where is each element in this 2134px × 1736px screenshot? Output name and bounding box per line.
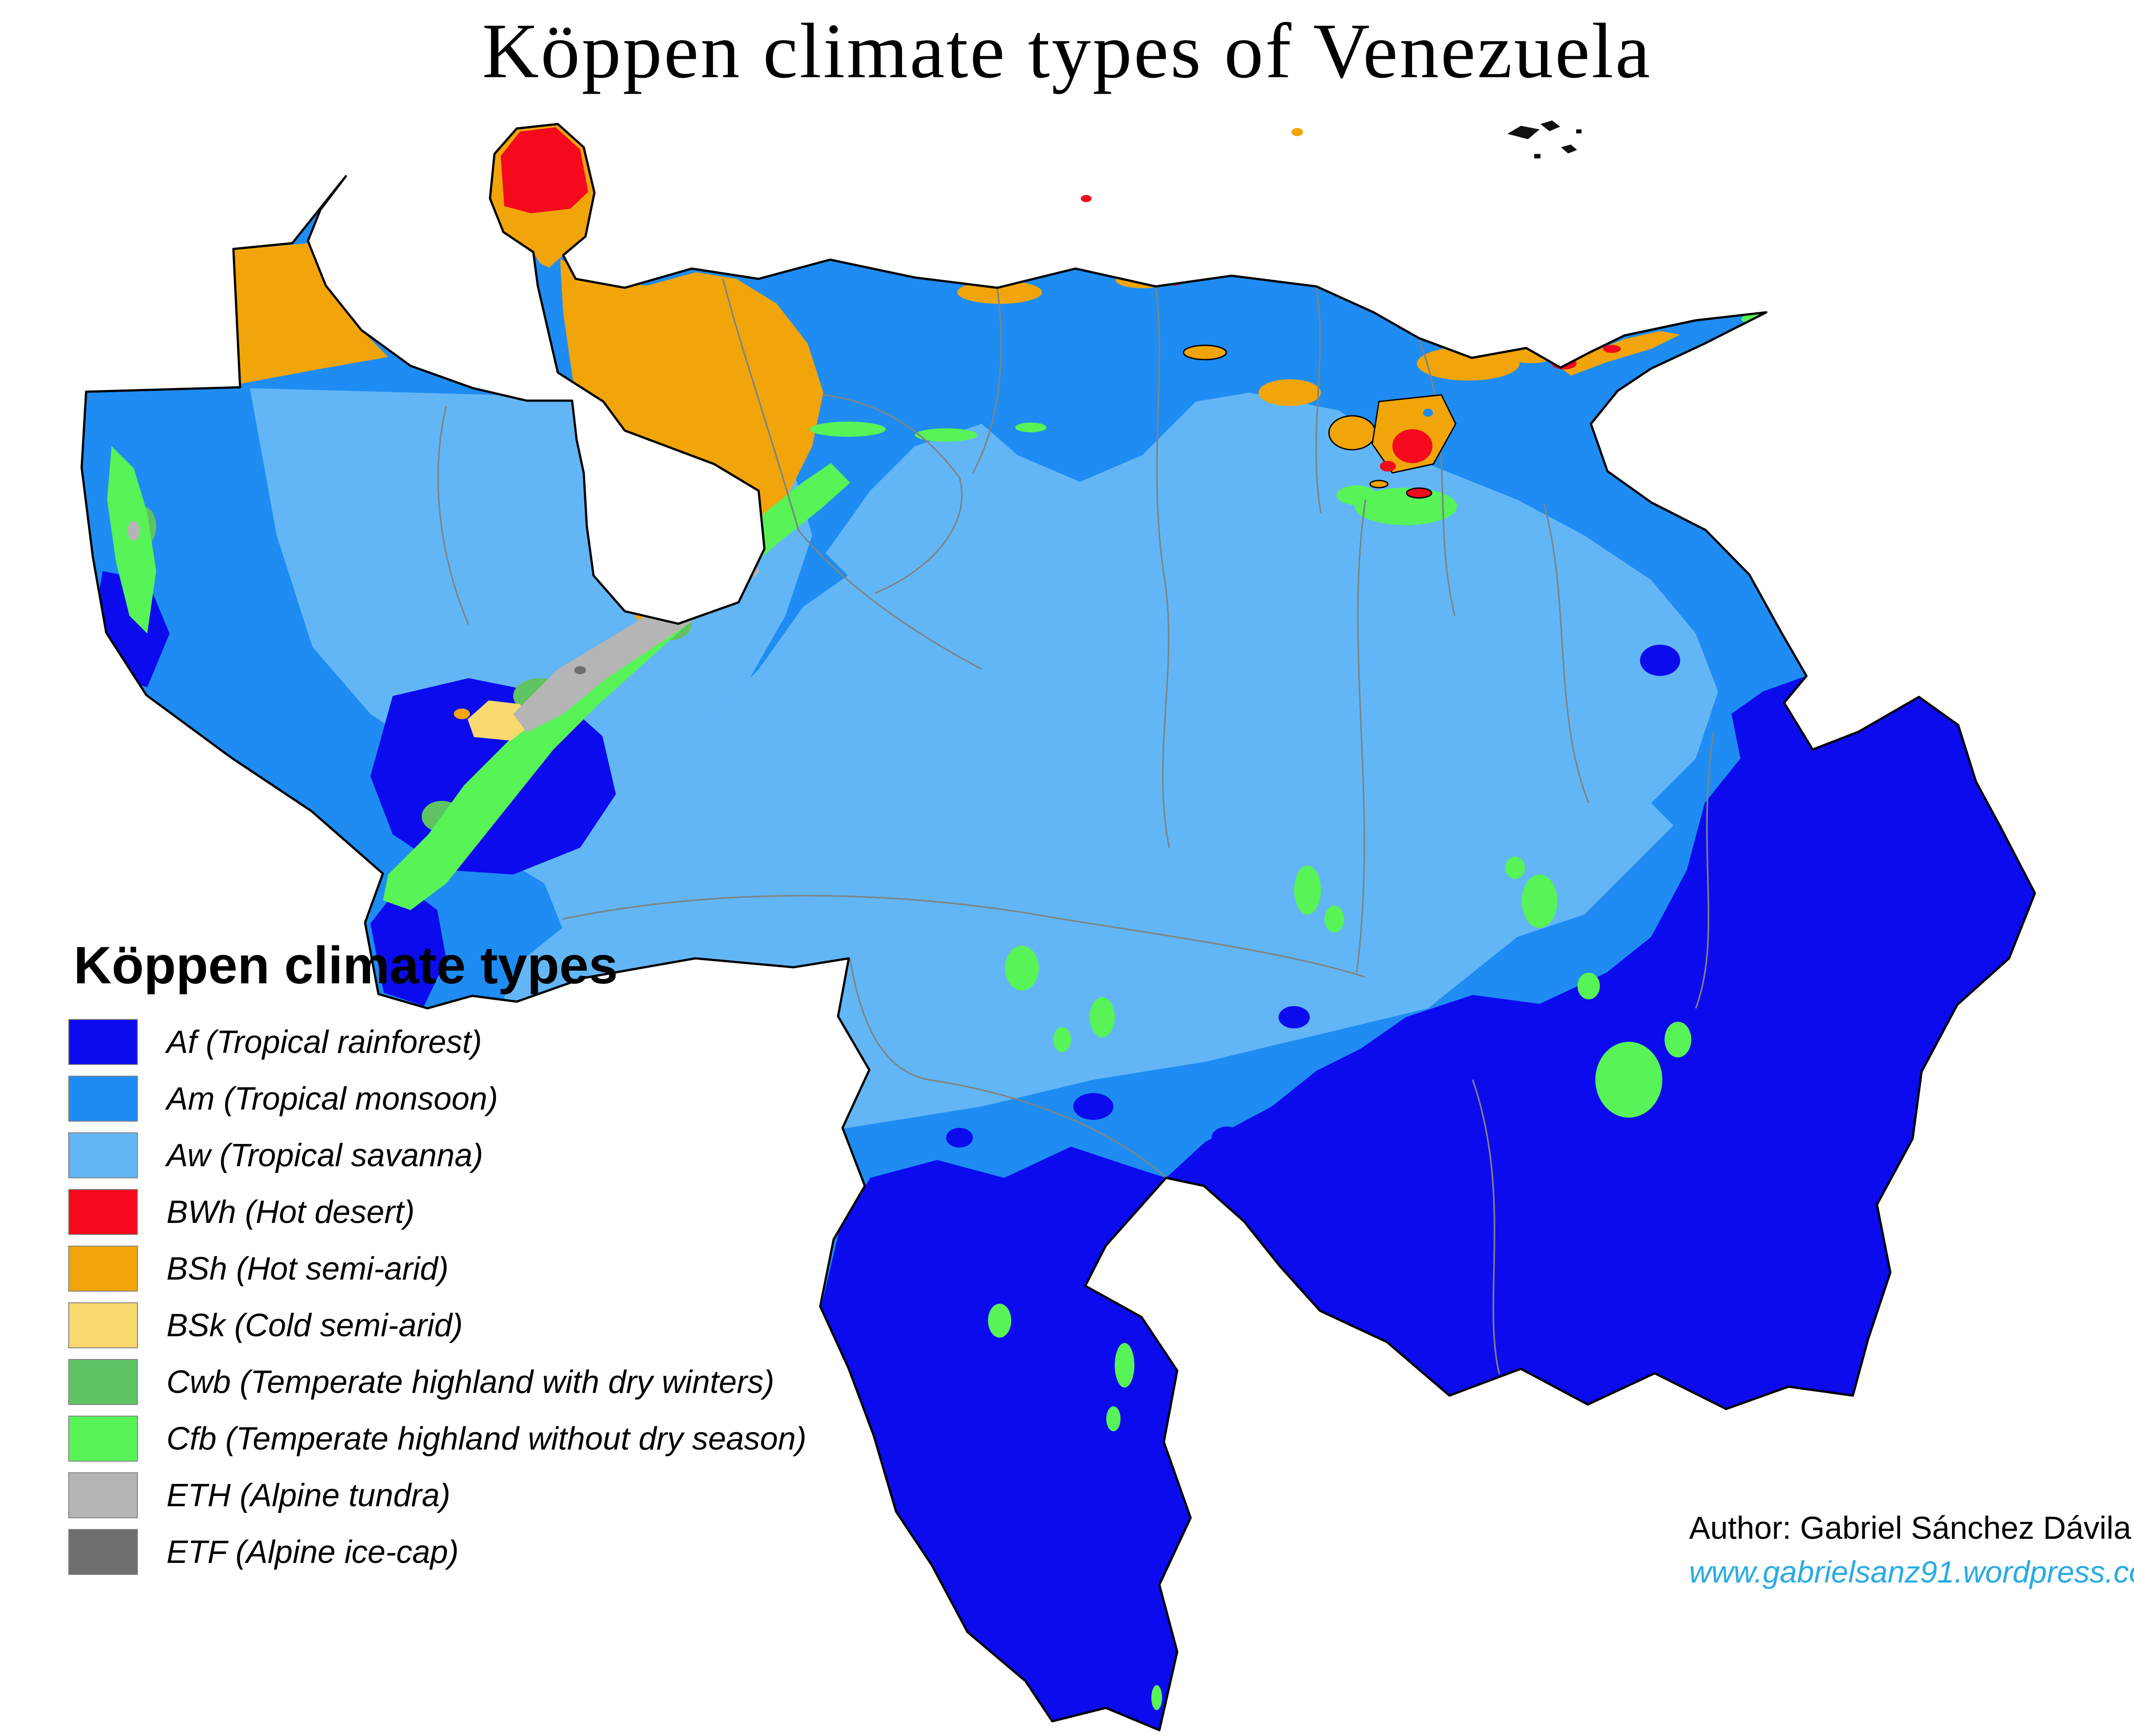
legend-swatch-am [68, 1076, 138, 1122]
legend-swatch-bsh [68, 1246, 138, 1292]
legend-label-cfb: Cfb (Temperate highland without dry seas… [166, 1421, 807, 1457]
legend-swatch-etf [68, 1529, 138, 1575]
legend-label-af: Af (Tropical rainforest) [166, 1024, 482, 1060]
author-credit: Author: Gabriel Sánchez Dávila www.gabri… [1689, 1512, 2134, 1587]
legend-label-bsk: BSk (Cold semi-arid) [166, 1307, 463, 1343]
legend-label-cwb: Cwb (Temperate highland with dry winters… [166, 1364, 774, 1400]
legend-label-aw: Aw (Tropical savanna) [166, 1137, 483, 1173]
island-cubagua [1369, 480, 1389, 489]
legend-swatch-cwb [68, 1359, 138, 1405]
islands-los-roques [1507, 120, 1582, 158]
legend-swatch-bwh [68, 1189, 138, 1235]
website-link[interactable]: www.gabrielsanz91.wordpress.com [1689, 1555, 2134, 1589]
legend-label-bwh: BWh (Hot desert) [166, 1194, 415, 1230]
region-etf-icecap [574, 666, 586, 674]
legend-label-bsh: BSh (Hot semi-arid) [166, 1251, 449, 1287]
legend-label-etf: ETF (Alpine ice-cap) [166, 1534, 459, 1570]
island-coche [1406, 487, 1432, 499]
legend-swatch-eth [68, 1472, 138, 1518]
legend-swatch-bsk [68, 1302, 138, 1348]
island-la-tortuga [1183, 344, 1227, 360]
island-la-orchila [1081, 195, 1092, 202]
legend-label-eth: ETH (Alpine tundra) [166, 1477, 451, 1513]
legend-swatch-aw [68, 1132, 138, 1178]
state-boundaries [437, 278, 1715, 1375]
author-name: Author: Gabriel Sánchez Dávila [1689, 1511, 2131, 1546]
legend-swatch-af [68, 1019, 138, 1065]
islands [1081, 120, 1582, 499]
island-macanao [1328, 415, 1376, 451]
island-margarita-desert [1392, 429, 1432, 463]
legend-label-am: Am (Tropical monsoon) [166, 1081, 498, 1117]
legend-title: Köppen climate types [74, 936, 618, 995]
page-title: Köppen climate types of Venezuela [482, 8, 1652, 95]
legend-swatch-cfb [68, 1416, 138, 1462]
